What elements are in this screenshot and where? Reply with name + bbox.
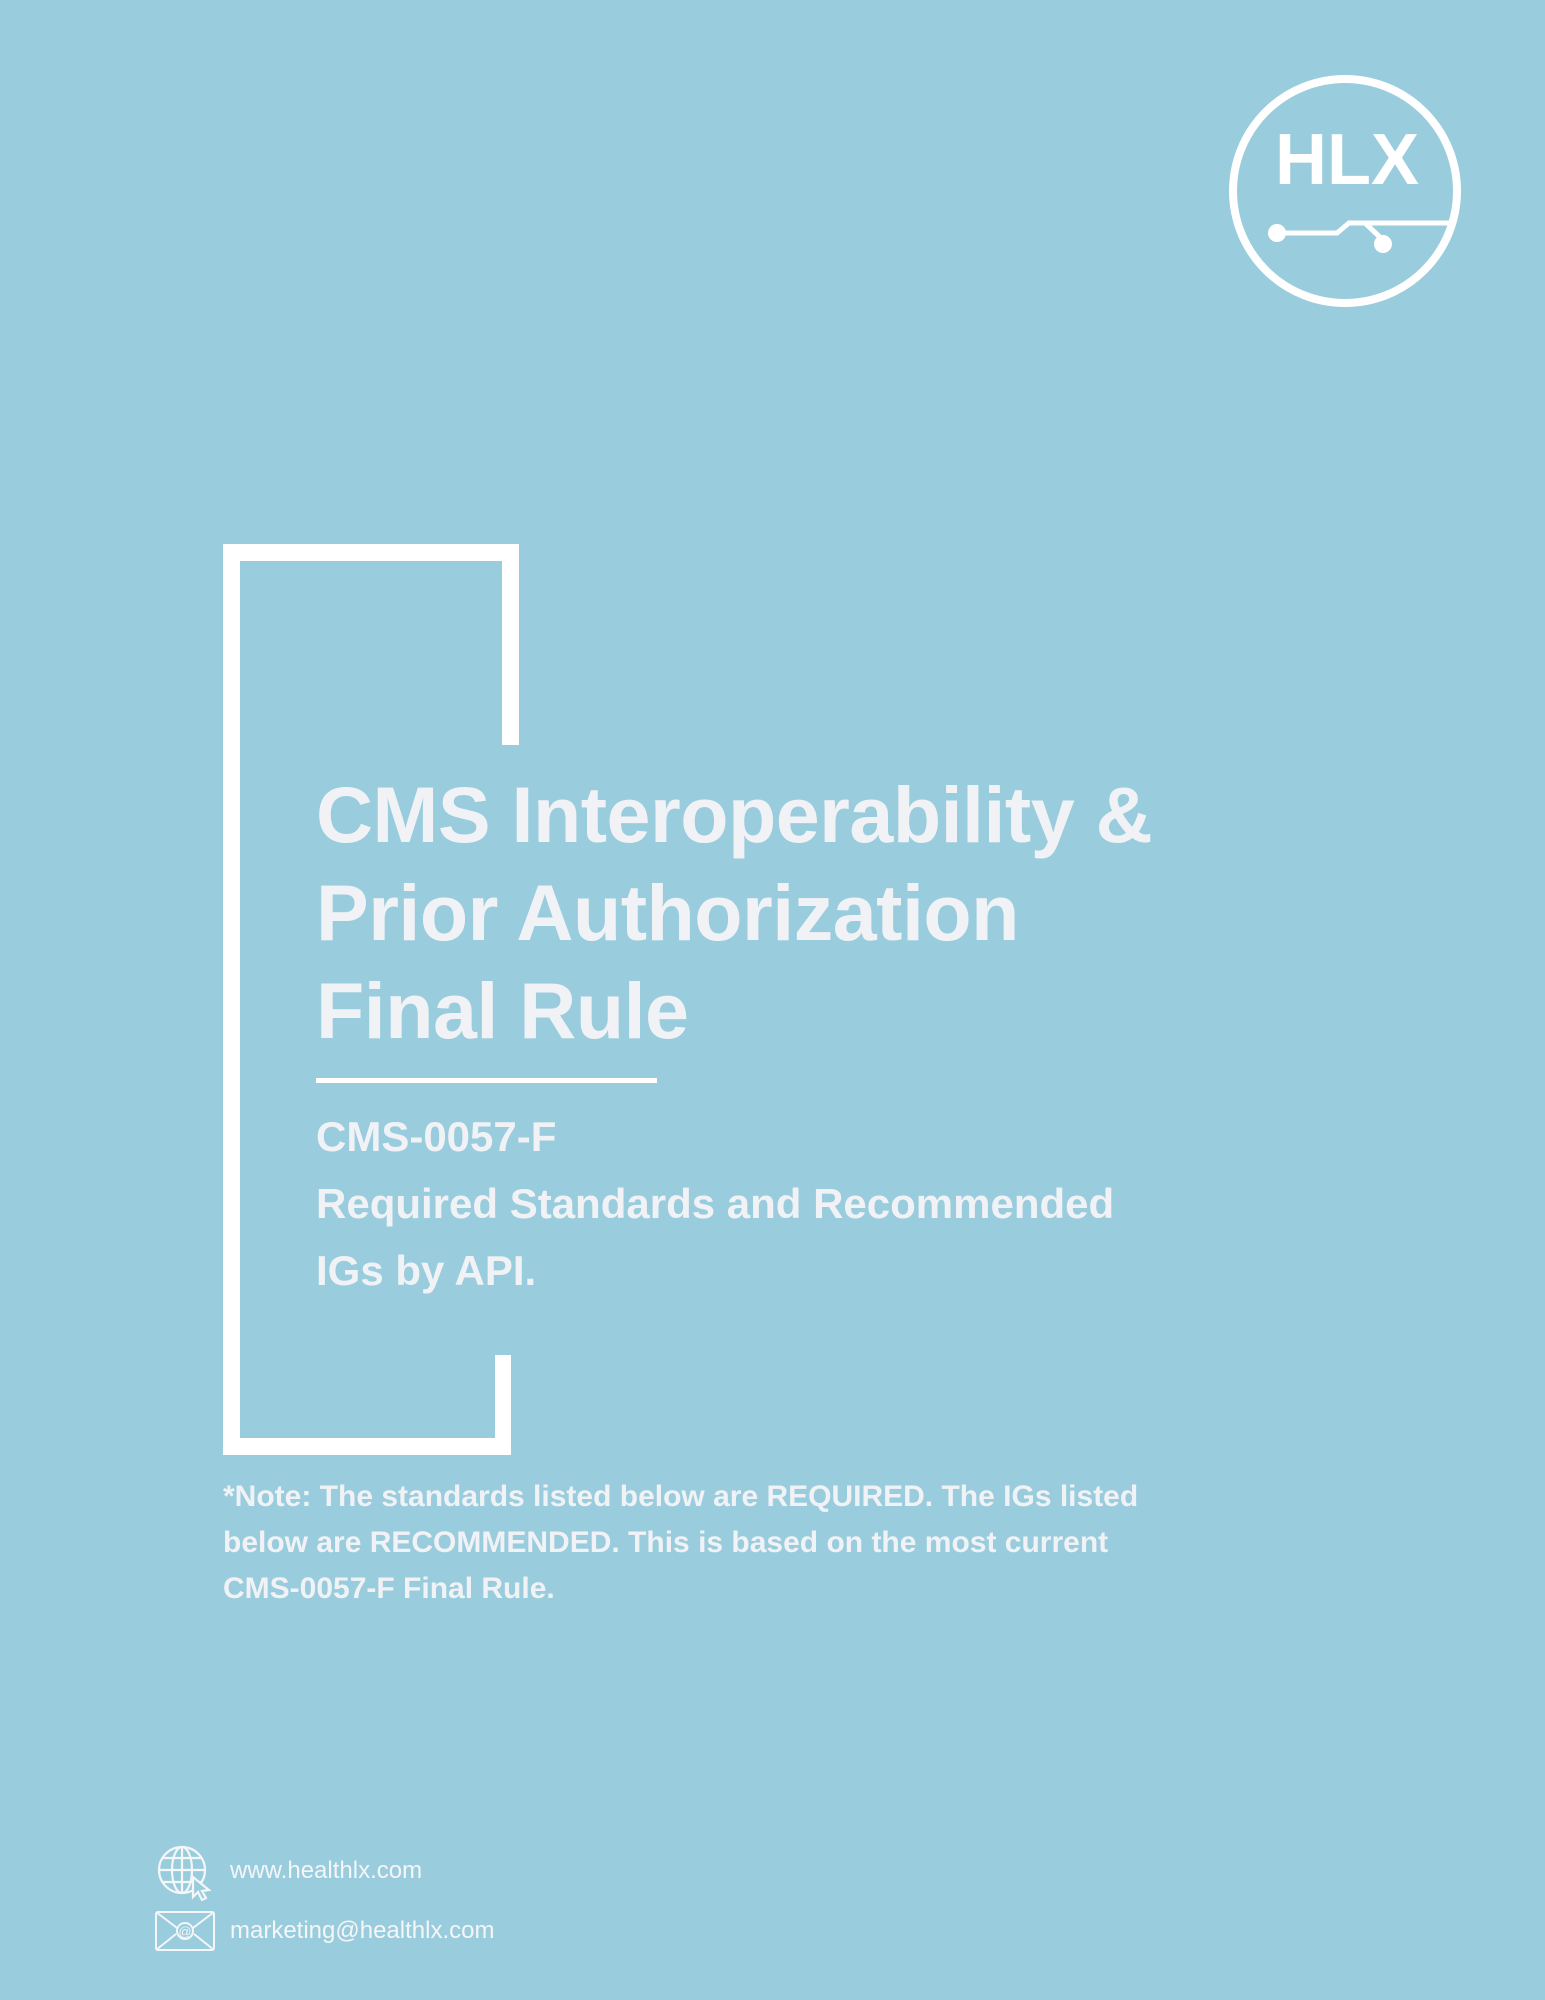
website-link[interactable]: www.healthlx.com [230, 1857, 423, 1884]
subtitle-line: Required Standards and Recommended [316, 1180, 1115, 1227]
title-line: Final Rule [316, 966, 689, 1055]
subtitle-line: IGs by API. [316, 1247, 537, 1294]
title-line: CMS Interoperability & [316, 770, 1153, 859]
title-divider [316, 1078, 657, 1083]
hlx-logo: HLX [1229, 75, 1461, 307]
note: *Note: The standards listed below are RE… [223, 1474, 1253, 1612]
note-line: CMS-0057-F Final Rule. [223, 1572, 555, 1605]
subtitle: CMS-0057-F Required Standards and Recomm… [316, 1103, 1114, 1304]
svg-text:HLX: HLX [1275, 120, 1419, 200]
svg-text:@: @ [178, 1924, 191, 1939]
page-title: CMS Interoperability & Prior Authorizati… [316, 766, 1153, 1060]
note-line: below are RECOMMENDED. This is based on … [223, 1526, 1109, 1559]
note-line: *Note: The standards listed below are RE… [223, 1480, 1139, 1513]
subtitle-line: CMS-0057-F [316, 1113, 557, 1160]
envelope-at-icon: @ [155, 1911, 215, 1951]
globe-cursor-icon [157, 1845, 212, 1901]
email-link[interactable]: marketing@healthlx.com [230, 1917, 495, 1944]
title-line: Prior Authorization [316, 868, 1019, 957]
